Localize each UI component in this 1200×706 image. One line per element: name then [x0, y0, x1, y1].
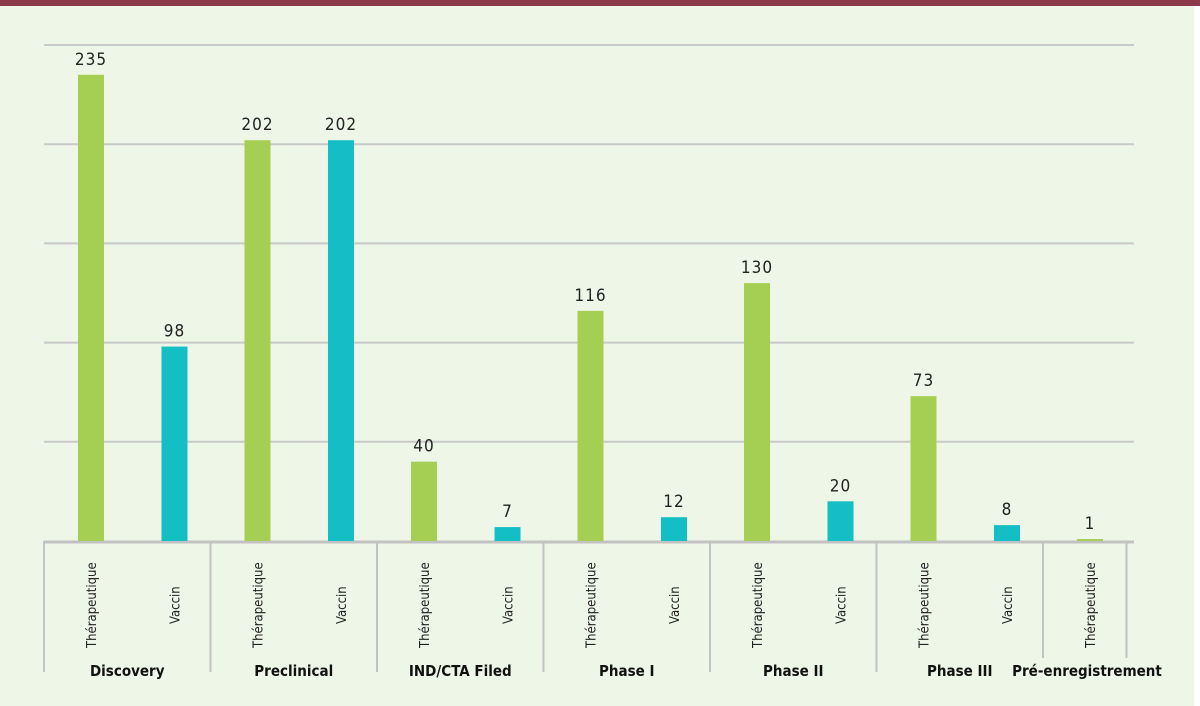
bar-thérapeutique [78, 74, 104, 541]
data-label: 1 [1085, 514, 1096, 534]
bar-thérapeutique [244, 140, 271, 541]
data-label: 202 [241, 115, 273, 135]
data-label: 73 [913, 371, 934, 391]
bar-thérapeutique [1077, 539, 1103, 541]
tick-label-vaccin: Vaccin [335, 586, 350, 624]
bar-vaccin [827, 501, 854, 541]
bar-vaccin [328, 140, 354, 541]
tick-label-thérapeutique: Thérapeutique [751, 562, 766, 649]
category-label: Pré-enregistrement [1012, 662, 1162, 680]
data-label: 116 [574, 286, 606, 306]
category-label: Phase II [763, 662, 824, 680]
category-label: Discovery [90, 662, 165, 680]
data-label: 20 [830, 476, 851, 496]
bar-thérapeutique [577, 310, 604, 541]
category-label: Preclinical [254, 662, 333, 680]
bar-vaccin [994, 525, 1020, 541]
bar-vaccin [661, 517, 687, 541]
tick-label-thérapeutique: Thérapeutique [85, 562, 100, 649]
data-label: 98 [164, 322, 185, 342]
tick-label-thérapeutique: Thérapeutique [918, 562, 933, 649]
tick-label-thérapeutique: Thérapeutique [1084, 562, 1099, 649]
tick-label-vaccin: Vaccin [169, 586, 184, 624]
data-label: 8 [1002, 500, 1013, 520]
data-label: 202 [325, 115, 357, 135]
category-label: Phase I [599, 662, 655, 680]
bar-thérapeutique [910, 396, 937, 541]
category-label: IND/CTA Filed [409, 662, 512, 680]
bar-vaccin [494, 527, 521, 541]
bar-thérapeutique [744, 283, 770, 541]
tick-label-thérapeutique: Thérapeutique [585, 562, 600, 649]
top-border [0, 0, 1200, 6]
tick-label-vaccin: Vaccin [835, 586, 850, 624]
tick-label-vaccin: Vaccin [502, 586, 517, 624]
data-label: 40 [413, 437, 434, 457]
tick-label-thérapeutique: Thérapeutique [252, 562, 267, 649]
data-label: 12 [663, 492, 684, 512]
tick-label-vaccin: Vaccin [668, 586, 683, 624]
data-label: 7 [502, 502, 513, 522]
data-label: 130 [741, 258, 773, 278]
tick-label-vaccin: Vaccin [1001, 586, 1016, 624]
tick-label-thérapeutique: Thérapeutique [418, 562, 433, 649]
bar-vaccin [161, 346, 188, 541]
bar-thérapeutique [411, 461, 437, 541]
data-label: 235 [75, 50, 107, 70]
category-label: Phase III [927, 662, 993, 680]
